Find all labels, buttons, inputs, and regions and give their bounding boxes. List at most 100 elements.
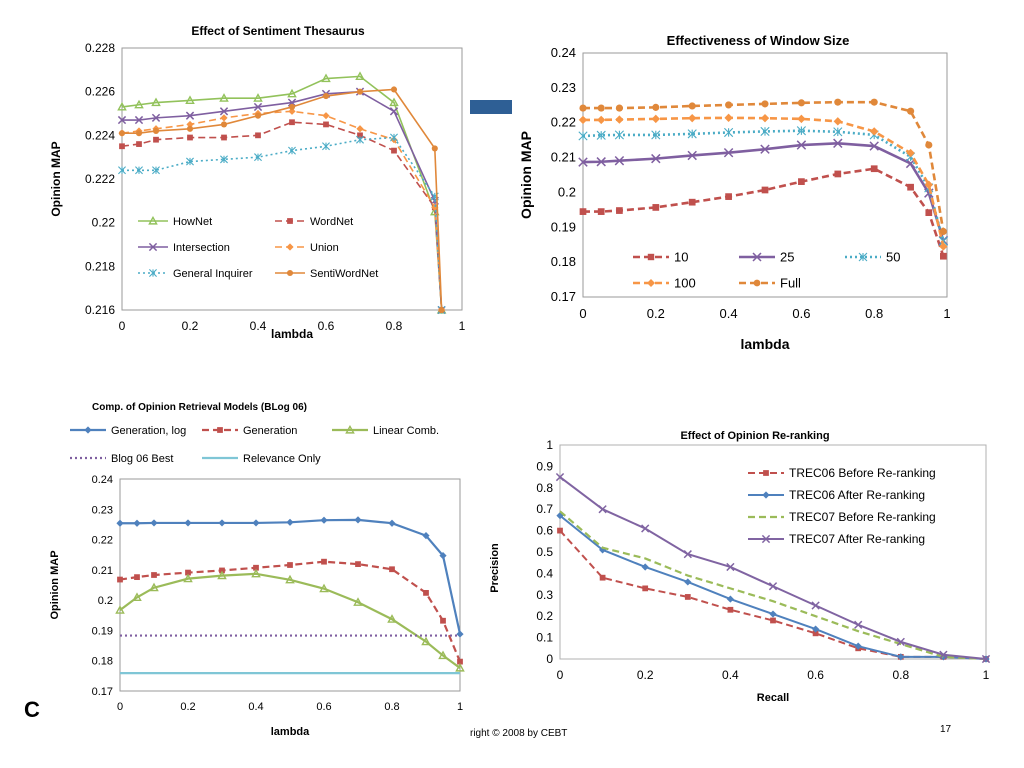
x-axis-label: lambda bbox=[271, 726, 310, 738]
data-point bbox=[134, 574, 140, 581]
data-point bbox=[322, 112, 330, 120]
data-point bbox=[940, 252, 947, 260]
x-tick-label: 1 bbox=[983, 668, 990, 682]
legend-item: 100 bbox=[633, 276, 696, 291]
data-point bbox=[760, 113, 770, 123]
series-line bbox=[583, 167, 945, 257]
y-tick-label: 0.2 bbox=[98, 595, 113, 607]
data-point bbox=[647, 253, 655, 261]
series-layer bbox=[117, 71, 447, 315]
data-point bbox=[833, 117, 842, 126]
y-tick-label: 0.6 bbox=[536, 524, 553, 538]
x-tick-label: 0.8 bbox=[865, 306, 883, 321]
data-point bbox=[760, 144, 770, 154]
data-point bbox=[651, 114, 660, 124]
x-tick-label: 0.4 bbox=[720, 306, 738, 321]
chart-title: Comp. of Opinion Retrieval Models (BLog … bbox=[92, 402, 307, 413]
legend-item: Linear Comb. bbox=[332, 425, 439, 437]
chart-window-size: Effectiveness of Window Size 0.170.180.1… bbox=[518, 33, 951, 352]
y-tick-label: 0.17 bbox=[551, 289, 576, 304]
x-axis-label: Recall bbox=[757, 692, 789, 704]
series-line bbox=[122, 88, 443, 311]
data-point bbox=[796, 126, 806, 136]
data-point bbox=[770, 617, 776, 624]
y-axis-label: Precision bbox=[489, 543, 501, 593]
data-point bbox=[289, 119, 295, 126]
series-layer bbox=[115, 516, 465, 675]
data-point bbox=[288, 107, 296, 115]
y-tick-label: 0.218 bbox=[85, 259, 115, 273]
data-point bbox=[939, 650, 948, 659]
legend: TREC06 Before Re-ranking TREC06 After Re-… bbox=[748, 466, 936, 546]
y-tick-label: 0.3 bbox=[536, 588, 553, 602]
data-point bbox=[797, 114, 806, 124]
data-point bbox=[320, 516, 328, 524]
y-tick-label: 0.9 bbox=[536, 459, 553, 473]
y-tick-label: 0.18 bbox=[92, 656, 113, 668]
y-tick-label: 0 bbox=[546, 652, 553, 666]
x-tick-label: 0.2 bbox=[182, 319, 199, 333]
x-tick-label: 0.8 bbox=[892, 668, 909, 682]
series-hownet bbox=[117, 71, 447, 314]
data-point bbox=[752, 252, 762, 262]
x-axis-label: lambda bbox=[740, 336, 789, 352]
y-tick-label: 0.22 bbox=[551, 115, 576, 130]
data-point bbox=[253, 102, 263, 112]
series-line bbox=[121, 121, 443, 311]
data-point bbox=[321, 558, 327, 565]
series-sentiwordnet bbox=[118, 86, 445, 314]
legend-item: TREC07 Before Re-ranking bbox=[748, 510, 936, 524]
data-point bbox=[151, 97, 161, 107]
data-point bbox=[321, 73, 331, 83]
legend-label: SentiWordNet bbox=[310, 268, 378, 280]
legend-label: 100 bbox=[674, 276, 696, 291]
legend: HowNet WordNet Intersection Union General In… bbox=[138, 216, 378, 280]
data-point bbox=[870, 98, 878, 106]
x-tick-label: 1 bbox=[457, 701, 463, 713]
chart-title: Effect of Sentiment Thesaurus bbox=[191, 24, 365, 38]
data-point bbox=[136, 141, 142, 147]
data-point bbox=[151, 113, 161, 122]
y-tick-label: 0.19 bbox=[551, 219, 576, 234]
legend-item: Relevance Only bbox=[202, 453, 321, 465]
data-point bbox=[134, 115, 144, 125]
data-point bbox=[183, 573, 193, 583]
data-point bbox=[616, 207, 623, 214]
series-layer bbox=[578, 98, 949, 260]
data-point bbox=[150, 519, 158, 527]
data-point bbox=[251, 568, 261, 578]
legend-label: 10 bbox=[674, 250, 688, 265]
data-point bbox=[323, 121, 329, 128]
y-tick-labels: 0.17 0.18 0.19 0.2 0.21 0.22 0.23 0.24 bbox=[92, 474, 113, 698]
x-tick-label: 0 bbox=[119, 319, 126, 333]
data-point bbox=[683, 550, 692, 559]
chart-retrieval-models: Comp. of Opinion Retrieval Models (BLog … bbox=[49, 402, 465, 738]
data-point bbox=[578, 157, 588, 167]
data-point bbox=[854, 620, 863, 629]
data-point bbox=[457, 658, 463, 665]
data-point bbox=[687, 150, 697, 161]
data-point bbox=[422, 532, 430, 540]
data-point bbox=[858, 252, 868, 262]
series-trec06-before-re-ranking bbox=[557, 527, 989, 662]
data-point bbox=[726, 595, 734, 603]
x-tick-label: 0.2 bbox=[647, 306, 665, 321]
data-point bbox=[356, 125, 364, 133]
legend-item: TREC06 Before Re-ranking bbox=[748, 466, 936, 480]
data-point bbox=[769, 610, 777, 618]
data-point bbox=[218, 519, 226, 527]
data-point bbox=[905, 158, 916, 169]
data-point bbox=[455, 662, 465, 672]
y-tick-label: 0.2 bbox=[558, 184, 576, 199]
data-point bbox=[725, 193, 732, 200]
data-point bbox=[118, 166, 126, 175]
data-point bbox=[253, 93, 263, 102]
data-point bbox=[798, 178, 805, 185]
plot-area bbox=[119, 478, 461, 692]
data-point bbox=[286, 518, 294, 526]
data-point bbox=[118, 130, 126, 137]
data-point bbox=[356, 88, 364, 95]
x-tick-label: 0 bbox=[579, 306, 586, 321]
y-tick-labels: 0.216 0.218 0.22 0.222 0.224 0.226 0.228 bbox=[85, 41, 115, 317]
data-point bbox=[615, 115, 624, 124]
